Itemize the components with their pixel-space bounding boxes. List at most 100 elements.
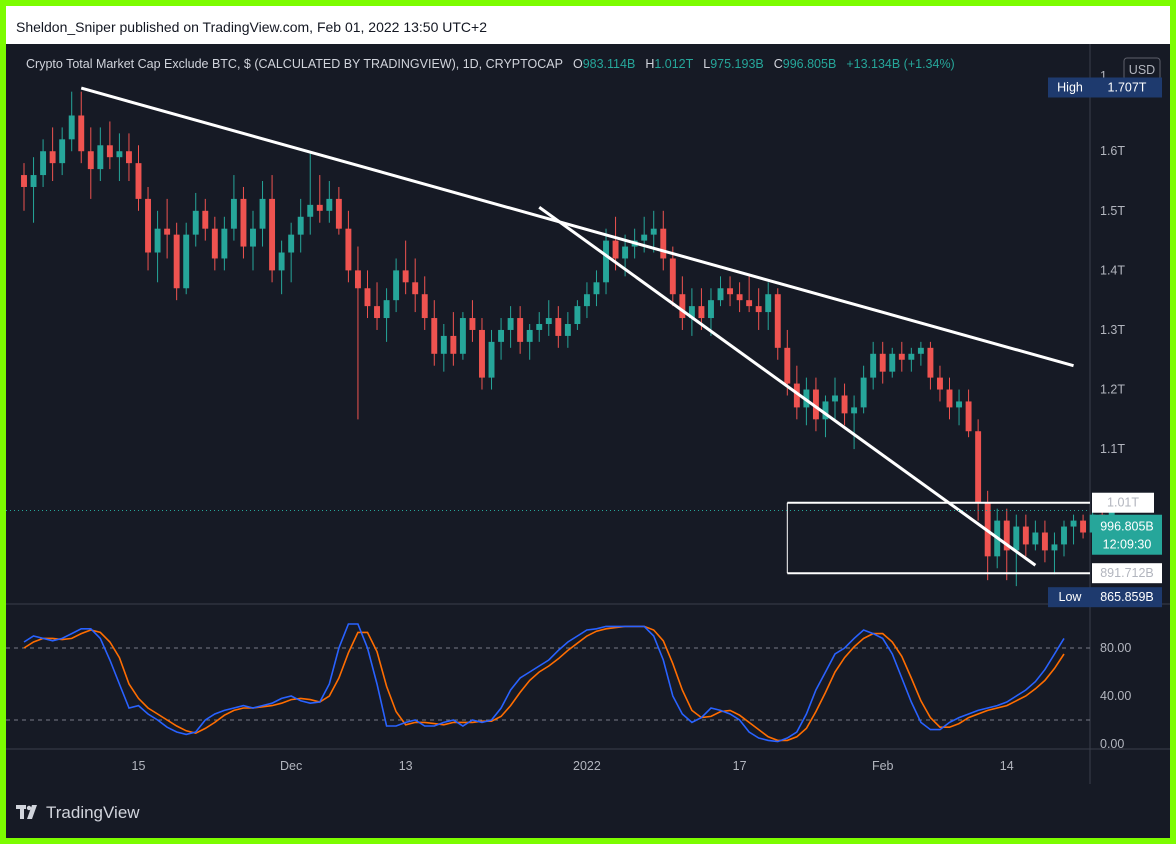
- candle-body: [354, 270, 361, 289]
- high-value-badge: [1092, 77, 1162, 98]
- candle-body: [106, 145, 113, 158]
- candle-body: [135, 163, 142, 199]
- time-axis[interactable]: 15 Dec 13 2022 17 Feb 14: [132, 759, 1014, 773]
- candle-body: [822, 401, 829, 420]
- candle-body: [374, 306, 380, 319]
- candle-body: [230, 198, 237, 229]
- candle-body: [59, 139, 66, 164]
- trendline[interactable]: [538, 206, 1037, 567]
- countdown-timer: 12:09:30: [1103, 538, 1152, 552]
- oscillator-ticks: 80.00 40.00 0.00: [1100, 641, 1131, 751]
- candle-body: [1080, 520, 1087, 533]
- candle-body: [545, 318, 552, 324]
- candle-body: [116, 151, 123, 158]
- candle-body: [145, 198, 151, 253]
- last-price-badge: [1092, 514, 1162, 555]
- tradingview-logo-icon: [16, 805, 37, 819]
- candle-body: [307, 204, 314, 217]
- price-tick-label: 1.2T: [1100, 383, 1125, 397]
- candle-body: [1022, 526, 1029, 545]
- candle-body: [40, 151, 47, 176]
- candle-body: [669, 258, 676, 295]
- candle-body: [1051, 544, 1058, 551]
- candle-body: [832, 395, 838, 402]
- currency-label: USD: [1129, 63, 1155, 77]
- candle-body: [927, 347, 934, 378]
- support-value: 891.712B: [1100, 566, 1154, 580]
- candle-body: [851, 407, 858, 414]
- candle-body: [746, 300, 753, 307]
- candle-body: [774, 294, 781, 348]
- candle-body: [574, 306, 581, 324]
- symbol-title: Crypto Total Market Cap Exclude BTC, $ (…: [26, 57, 563, 71]
- candle-body: [183, 234, 190, 289]
- candle-body: [755, 306, 762, 313]
- candle-body: [965, 401, 972, 432]
- candle-body: [708, 300, 714, 319]
- time-tick-label: Dec: [280, 759, 302, 773]
- time-tick-label: 17: [733, 759, 747, 773]
- brand-name: TradingView: [46, 803, 140, 822]
- close-label: C: [774, 57, 783, 71]
- oscillator-tick-label: 40.00: [1100, 689, 1131, 703]
- candle-body: [507, 318, 514, 330]
- drawings[interactable]: [80, 86, 1090, 575]
- candle-body: [870, 353, 877, 378]
- candle-body: [211, 228, 218, 259]
- candle-body: [21, 175, 27, 187]
- candle-body: [641, 234, 648, 241]
- price-tick-label: 1.4T: [1100, 263, 1125, 277]
- candle-body: [202, 210, 209, 229]
- open-label: O: [573, 57, 583, 71]
- candle-body: [1070, 520, 1077, 527]
- candle-body: [736, 294, 743, 301]
- stochastic-k-line: [23, 623, 1065, 743]
- close-value: 996.805B: [783, 57, 837, 71]
- candle-body: [288, 234, 295, 253]
- chart-frame: Sheldon_Sniper published on TradingView.…: [6, 6, 1170, 838]
- candle-body: [78, 115, 85, 152]
- price-tick-label: 1.1T: [1100, 442, 1125, 456]
- footer: TradingView: [6, 784, 1170, 838]
- candle-body: [688, 306, 695, 319]
- candle-body: [698, 306, 705, 319]
- candle-body: [412, 282, 419, 295]
- candle-body: [889, 353, 896, 372]
- stochastic-pane[interactable]: [6, 623, 1090, 743]
- high-label: H: [645, 57, 654, 71]
- candle-body: [125, 151, 132, 164]
- high-value: 1.012T: [654, 57, 693, 71]
- candle-body: [937, 377, 943, 390]
- high-badge-label: High: [1057, 80, 1083, 94]
- candles: [21, 91, 1115, 587]
- open-value: 983.114B: [583, 57, 636, 71]
- low-value-badge: [1092, 587, 1162, 608]
- candle-body: [1041, 532, 1048, 551]
- candle-body: [765, 294, 772, 313]
- candle-body: [87, 151, 94, 170]
- candle-body: [1003, 520, 1010, 551]
- resistance-badge: [1092, 492, 1154, 513]
- oscillator-tick-label: 80.00: [1100, 641, 1131, 655]
- candle-body: [860, 377, 867, 408]
- candle-body: [469, 318, 476, 330]
- price-tick-label: 1.5T: [1100, 204, 1125, 218]
- price-tick-label: 1.6T: [1100, 144, 1125, 158]
- candle-body: [841, 395, 848, 414]
- price-ticks: 1.6T 1.5T 1.4T 1.3T 1.2T 1.1T: [1100, 144, 1125, 456]
- candle-body: [154, 228, 161, 253]
- candle-body: [316, 204, 323, 211]
- candle-body: [898, 353, 905, 360]
- candle-body: [164, 228, 171, 235]
- candle-body: [259, 198, 266, 229]
- candle-body: [536, 324, 543, 330]
- low-value-text: 865.859B: [1100, 590, 1154, 604]
- candle-body: [526, 329, 533, 342]
- candle-body: [603, 240, 609, 283]
- trendline[interactable]: [80, 86, 1074, 368]
- low-value: 975.193B: [710, 57, 764, 71]
- high-value-text: 1.707T: [1108, 80, 1147, 94]
- candle-body: [660, 228, 667, 259]
- price-chart[interactable]: Crypto Total Market Cap Exclude BTC, $ (…: [6, 44, 1170, 784]
- candle-body: [564, 324, 571, 336]
